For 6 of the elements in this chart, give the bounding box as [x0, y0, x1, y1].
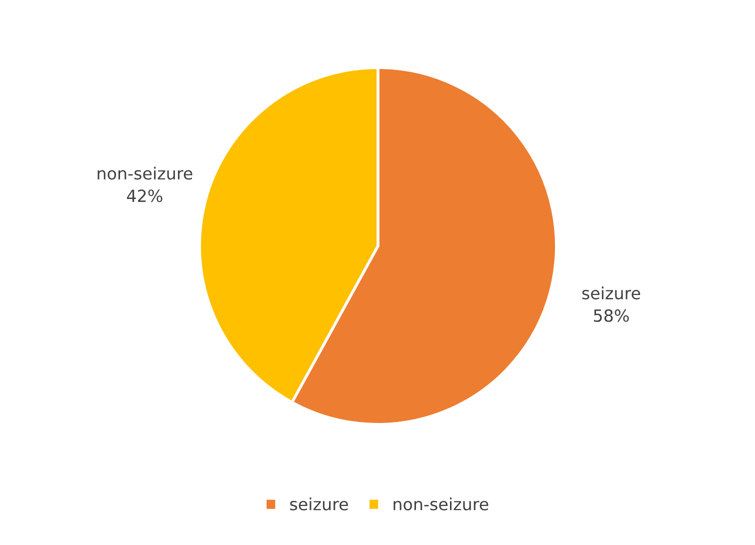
data-label: 42% — [126, 190, 162, 202]
legend-label: non-seizure — [394, 498, 488, 510]
legend-label: seizure — [290, 498, 348, 510]
slice-label: seizure — [582, 286, 640, 300]
data-label: 58% — [594, 309, 629, 322]
slice-label: non-seizure — [98, 166, 192, 180]
